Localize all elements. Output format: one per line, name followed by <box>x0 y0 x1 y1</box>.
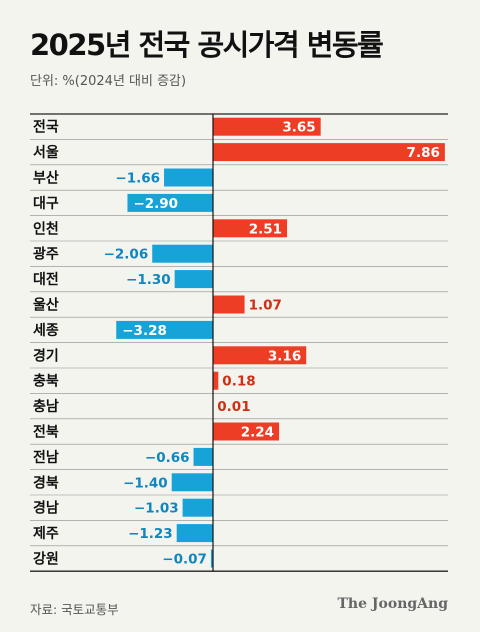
category-label: 충남 <box>33 398 59 415</box>
data-label: 2.51 <box>249 221 282 237</box>
bar <box>210 549 213 568</box>
category-label: 광주 <box>33 246 59 263</box>
data-label: 1.07 <box>249 298 282 314</box>
data-label: −1.66 <box>115 171 160 187</box>
bar <box>182 498 213 517</box>
data-label: −1.03 <box>134 501 179 517</box>
category-label: 인천 <box>33 220 59 237</box>
data-label: −2.90 <box>133 196 178 212</box>
data-label: 3.16 <box>268 348 301 364</box>
bar <box>213 143 445 162</box>
category-label: 경기 <box>33 347 59 364</box>
bar <box>116 320 213 339</box>
brand-logo: The JoongAng <box>337 596 448 612</box>
source-note: 자료: 국토교통부 <box>30 602 119 617</box>
bar <box>213 117 321 136</box>
bar <box>152 244 213 263</box>
data-label: 2.24 <box>241 425 274 441</box>
bar <box>193 447 213 466</box>
data-label: −1.30 <box>126 272 171 288</box>
category-label: 세종 <box>33 323 59 339</box>
data-label: 7.86 <box>407 145 440 161</box>
category-label: 전남 <box>33 449 59 466</box>
data-label: 3.65 <box>282 120 315 136</box>
bar <box>213 346 307 365</box>
data-label: −3.28 <box>122 323 167 339</box>
unit-note: 단위: %(2024년 대비 증감) <box>30 74 187 89</box>
category-label: 경남 <box>33 500 59 517</box>
chart-title: 2025년 전국 공시가격 변동률 <box>30 28 384 62</box>
data-label: 0.01 <box>217 399 250 415</box>
bar <box>171 473 213 492</box>
category-label: 전북 <box>33 424 59 441</box>
category-label: 울산 <box>33 297 59 314</box>
bar <box>176 524 213 543</box>
category-label: 전국 <box>33 119 59 136</box>
category-label: 경북 <box>33 474 59 491</box>
bar <box>127 193 213 212</box>
category-label: 제주 <box>33 526 59 542</box>
category-label: 대구 <box>33 196 59 212</box>
category-label: 충북 <box>33 374 59 390</box>
category-label: 부산 <box>33 170 59 187</box>
bar <box>174 270 213 289</box>
category-label: 서울 <box>33 144 59 161</box>
data-label: −0.66 <box>145 450 190 466</box>
data-label: −1.23 <box>128 526 173 542</box>
bar <box>213 422 280 441</box>
bar <box>164 168 213 187</box>
data-label: −1.40 <box>123 475 168 491</box>
category-label: 대전 <box>33 271 59 288</box>
bar-chart: 전국 3.65 서울 7.86 부산 −1.66 대구 −2.90 인천 2.51 광주 −2.06 대… <box>30 113 448 572</box>
data-label: −2.06 <box>104 247 149 263</box>
category-label: 강원 <box>33 551 59 568</box>
bar <box>213 371 219 390</box>
data-label: −0.07 <box>162 552 207 568</box>
bar <box>213 295 245 314</box>
bar <box>213 219 288 238</box>
data-label: 0.18 <box>222 374 255 390</box>
